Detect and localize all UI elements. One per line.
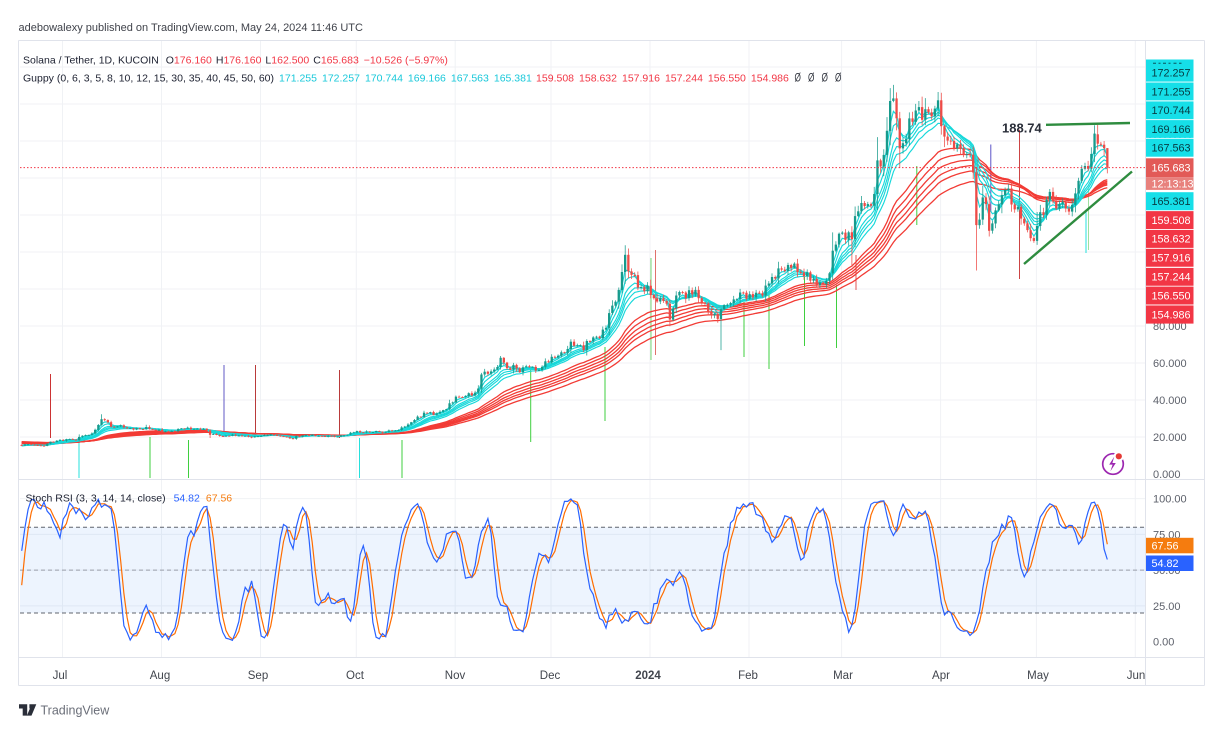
svg-text:Feb: Feb — [738, 670, 758, 682]
svg-text:158.632: 158.632 — [1152, 234, 1191, 246]
svg-text:165.381: 165.381 — [1152, 196, 1191, 208]
svg-text:Ø: Ø — [795, 72, 801, 85]
svg-text:54.82: 54.82 — [1152, 558, 1179, 570]
svg-text:Jun: Jun — [1127, 670, 1146, 682]
svg-text:20.000: 20.000 — [1153, 432, 1187, 444]
svg-text:172.257: 172.257 — [1152, 68, 1191, 80]
svg-text:157.244: 157.244 — [1152, 272, 1191, 284]
svg-text:25.00: 25.00 — [1153, 601, 1181, 613]
svg-text:Guppy (0, 6, 3, 5, 8, 10, 12,: Guppy (0, 6, 3, 5, 8, 10, 12, 15, 30, 35… — [23, 73, 789, 85]
svg-text:156.550: 156.550 — [1152, 291, 1191, 303]
svg-text:Oct: Oct — [346, 670, 365, 682]
svg-text:12:13:13: 12:13:13 — [1152, 178, 1194, 190]
svg-text:2024: 2024 — [635, 670, 661, 682]
svg-text:171.255: 171.255 — [1152, 86, 1191, 98]
svg-text:Nov: Nov — [445, 670, 466, 682]
svg-text:40.000: 40.000 — [1153, 395, 1187, 407]
svg-text:165.683: 165.683 — [1152, 163, 1191, 175]
svg-text:0.00: 0.00 — [1153, 637, 1174, 649]
svg-text:Ø: Ø — [835, 72, 841, 85]
svg-text:154.986: 154.986 — [1152, 309, 1191, 321]
svg-text:Apr: Apr — [932, 670, 950, 682]
svg-text:0.000: 0.000 — [1153, 469, 1181, 481]
svg-text:TradingView: TradingView — [41, 704, 111, 718]
svg-text:Jul: Jul — [53, 670, 68, 682]
svg-text:Ø: Ø — [822, 72, 828, 85]
svg-text:Dec: Dec — [540, 670, 561, 682]
svg-text:167.563: 167.563 — [1152, 142, 1191, 154]
svg-text:Ø: Ø — [808, 72, 814, 85]
svg-text:Sep: Sep — [248, 670, 268, 682]
svg-text:May: May — [1027, 670, 1049, 682]
svg-text:157.916: 157.916 — [1152, 253, 1191, 265]
svg-text:Solana / Tether, 1D, KUCOIN O1: Solana / Tether, 1D, KUCOIN O176.160 H176… — [23, 55, 448, 67]
svg-text:Mar: Mar — [833, 670, 853, 682]
svg-text:170.744: 170.744 — [1152, 105, 1191, 117]
svg-text:100.00: 100.00 — [1153, 494, 1187, 506]
svg-text:159.508: 159.508 — [1152, 215, 1191, 227]
svg-text:169.166: 169.166 — [1152, 124, 1191, 136]
svg-text:60.000: 60.000 — [1153, 358, 1187, 370]
svg-text:Aug: Aug — [150, 670, 170, 682]
svg-text:adebowalexy published on Tradi: adebowalexy published on TradingView.com… — [19, 22, 364, 34]
svg-text:80.000: 80.000 — [1153, 321, 1187, 333]
svg-text:188.74: 188.74 — [1002, 121, 1043, 136]
svg-text:Stoch RSI (3, 3, 14, 14, close: Stoch RSI (3, 3, 14, 14, close) 54.82 67.5… — [26, 493, 233, 505]
svg-text:67.56: 67.56 — [1152, 540, 1179, 552]
